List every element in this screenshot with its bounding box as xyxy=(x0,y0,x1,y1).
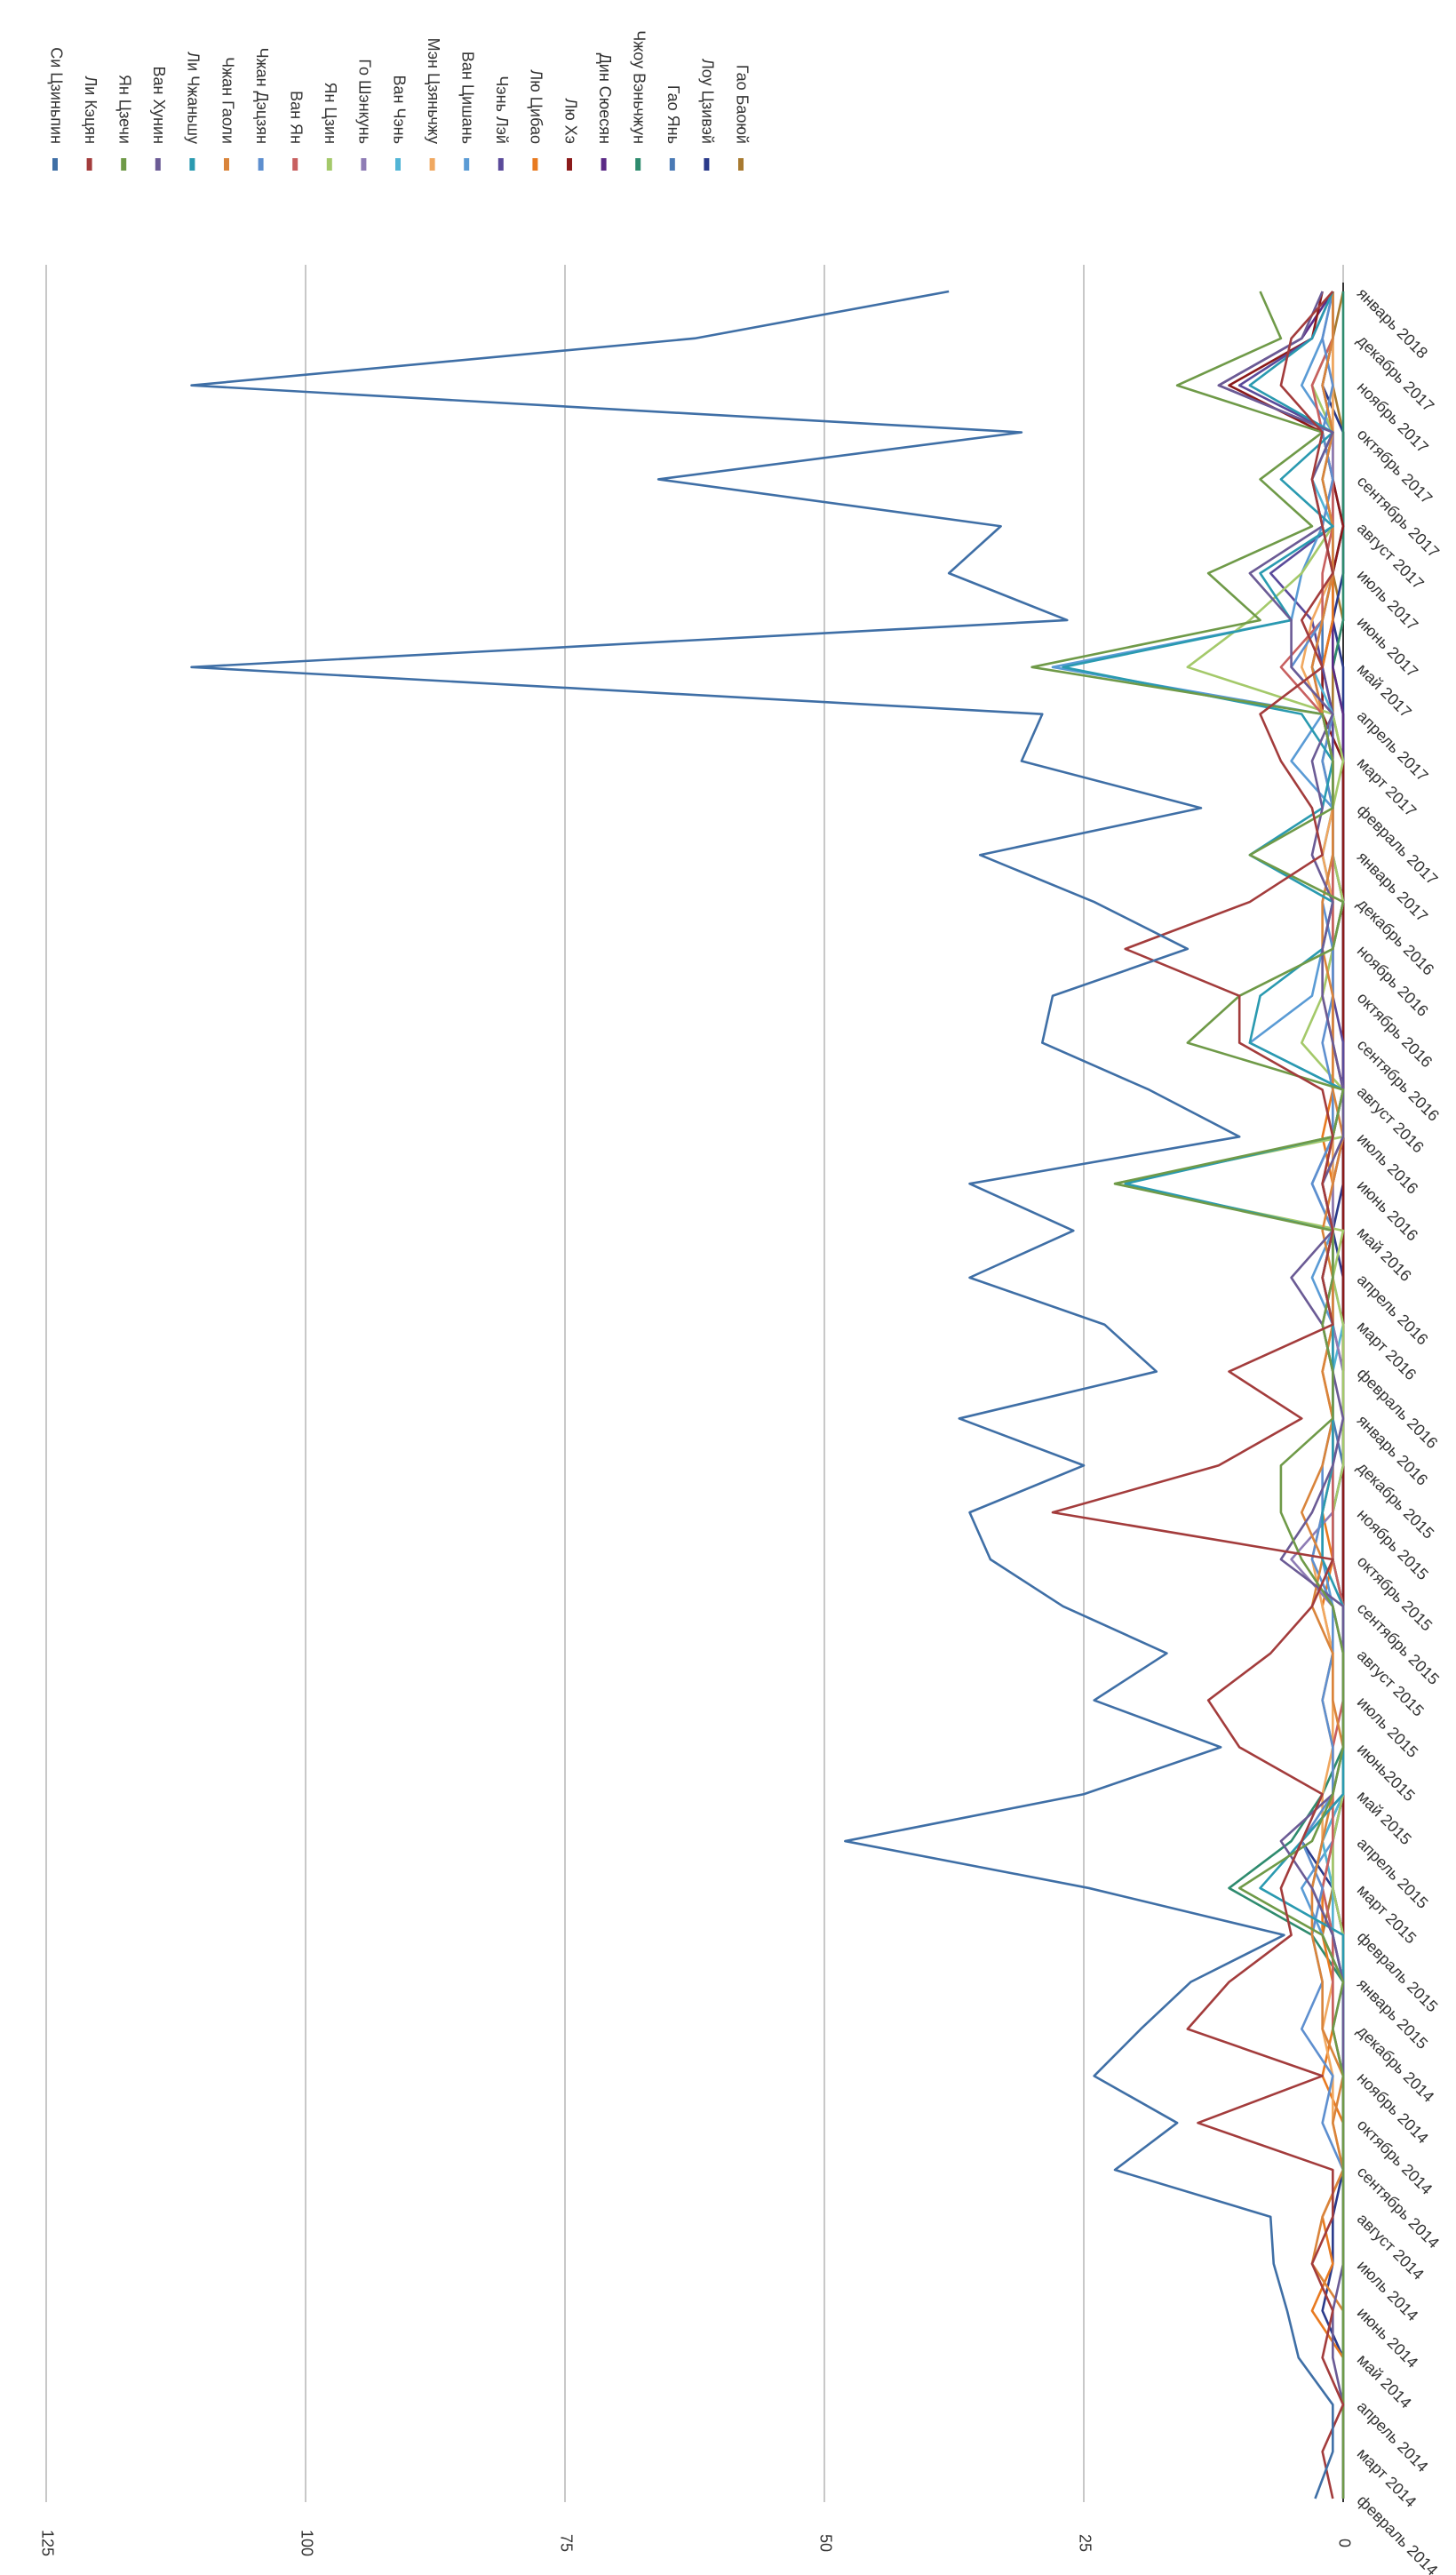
series-line xyxy=(1300,291,1345,2499)
legend-label: Ван Чэнь xyxy=(390,76,408,144)
y-tick-label: 125 xyxy=(38,2530,56,2556)
legend-marker xyxy=(567,158,572,171)
legend-marker xyxy=(429,158,435,171)
series-line xyxy=(190,290,1334,2499)
legend-label: Ян Цзин xyxy=(322,82,339,144)
legend-marker xyxy=(155,158,161,171)
x-tick-label: сентябрь 2016 xyxy=(1354,1036,1443,1125)
legend-label: Мэн Цзяньчжу xyxy=(425,38,442,144)
x-tick-label: февраль 2014 xyxy=(1354,2491,1442,2575)
legend-marker xyxy=(52,158,58,171)
series-line xyxy=(1051,291,1345,2499)
series-line xyxy=(1113,291,1345,2499)
series-line xyxy=(1290,291,1345,2499)
legend-label: Чжан Дэцзян xyxy=(253,48,271,144)
legend-marker xyxy=(224,158,229,171)
legend-label: Чжан Гаоли xyxy=(219,57,236,144)
legend-label: Гао Баоюй xyxy=(733,65,751,144)
legend-marker xyxy=(497,158,504,171)
series-line xyxy=(1062,291,1345,2499)
legend-label: Ван Ян xyxy=(287,91,305,144)
legend-marker xyxy=(395,158,401,171)
legend-marker xyxy=(601,158,607,171)
legend-marker xyxy=(704,158,710,171)
x-tick-label: февраль 2015 xyxy=(1354,1928,1442,2016)
legend-label: Лю Цибао xyxy=(528,69,545,144)
legend-label: Гао Янь xyxy=(664,85,682,144)
series-line xyxy=(1051,291,1345,2499)
legend-label: Лю Хэ xyxy=(561,98,579,144)
legend-label: Ли Чжаньшу xyxy=(185,52,203,144)
x-tick-label: сентябрь 2014 xyxy=(1354,2163,1443,2252)
legend-marker xyxy=(361,158,367,171)
legend-marker xyxy=(189,158,195,171)
x-tick-label: февраль 2016 xyxy=(1354,1365,1442,1453)
series-line xyxy=(1030,291,1345,2499)
legend-label: Лоу Цзивэй xyxy=(699,59,717,144)
y-tick-label: 50 xyxy=(816,2534,834,2552)
x-tick-label: сентябрь 2015 xyxy=(1354,1599,1443,1688)
legend-marker xyxy=(464,158,470,171)
legend-marker xyxy=(86,158,92,171)
legend-marker xyxy=(326,158,332,171)
legend-label: Ли Кэцян xyxy=(82,76,99,144)
legend-label: Чжоу Вэньчжун xyxy=(630,30,648,144)
legend-label: Ван Хунин xyxy=(150,66,168,144)
legend-marker xyxy=(738,158,744,171)
series-line xyxy=(1290,291,1345,2499)
legend-label: Дин Сюесян xyxy=(596,53,614,144)
legend-marker xyxy=(635,158,641,171)
legend-label: Ван Цишань xyxy=(458,52,476,144)
x-tick-label: февраль 2017 xyxy=(1354,801,1442,889)
legend-marker xyxy=(669,158,675,171)
x-tick-label: сентябрь 2017 xyxy=(1354,472,1443,561)
legend-label: Чэнь Лэй xyxy=(493,76,511,144)
legend-marker xyxy=(532,158,538,171)
y-tick-label: 100 xyxy=(298,2530,315,2556)
legend-label: Ян Цзечи xyxy=(115,75,133,144)
y-tick-label: 75 xyxy=(557,2534,575,2552)
y-tick-label: 25 xyxy=(1076,2534,1094,2552)
legend-label: Го Шэнкунь xyxy=(356,59,374,144)
legend-marker xyxy=(121,158,127,171)
legend-marker xyxy=(258,158,264,171)
legend-label: Си Цзиньпин xyxy=(47,47,65,144)
y-tick-label: 0 xyxy=(1335,2539,1353,2547)
legend-marker xyxy=(292,158,298,171)
